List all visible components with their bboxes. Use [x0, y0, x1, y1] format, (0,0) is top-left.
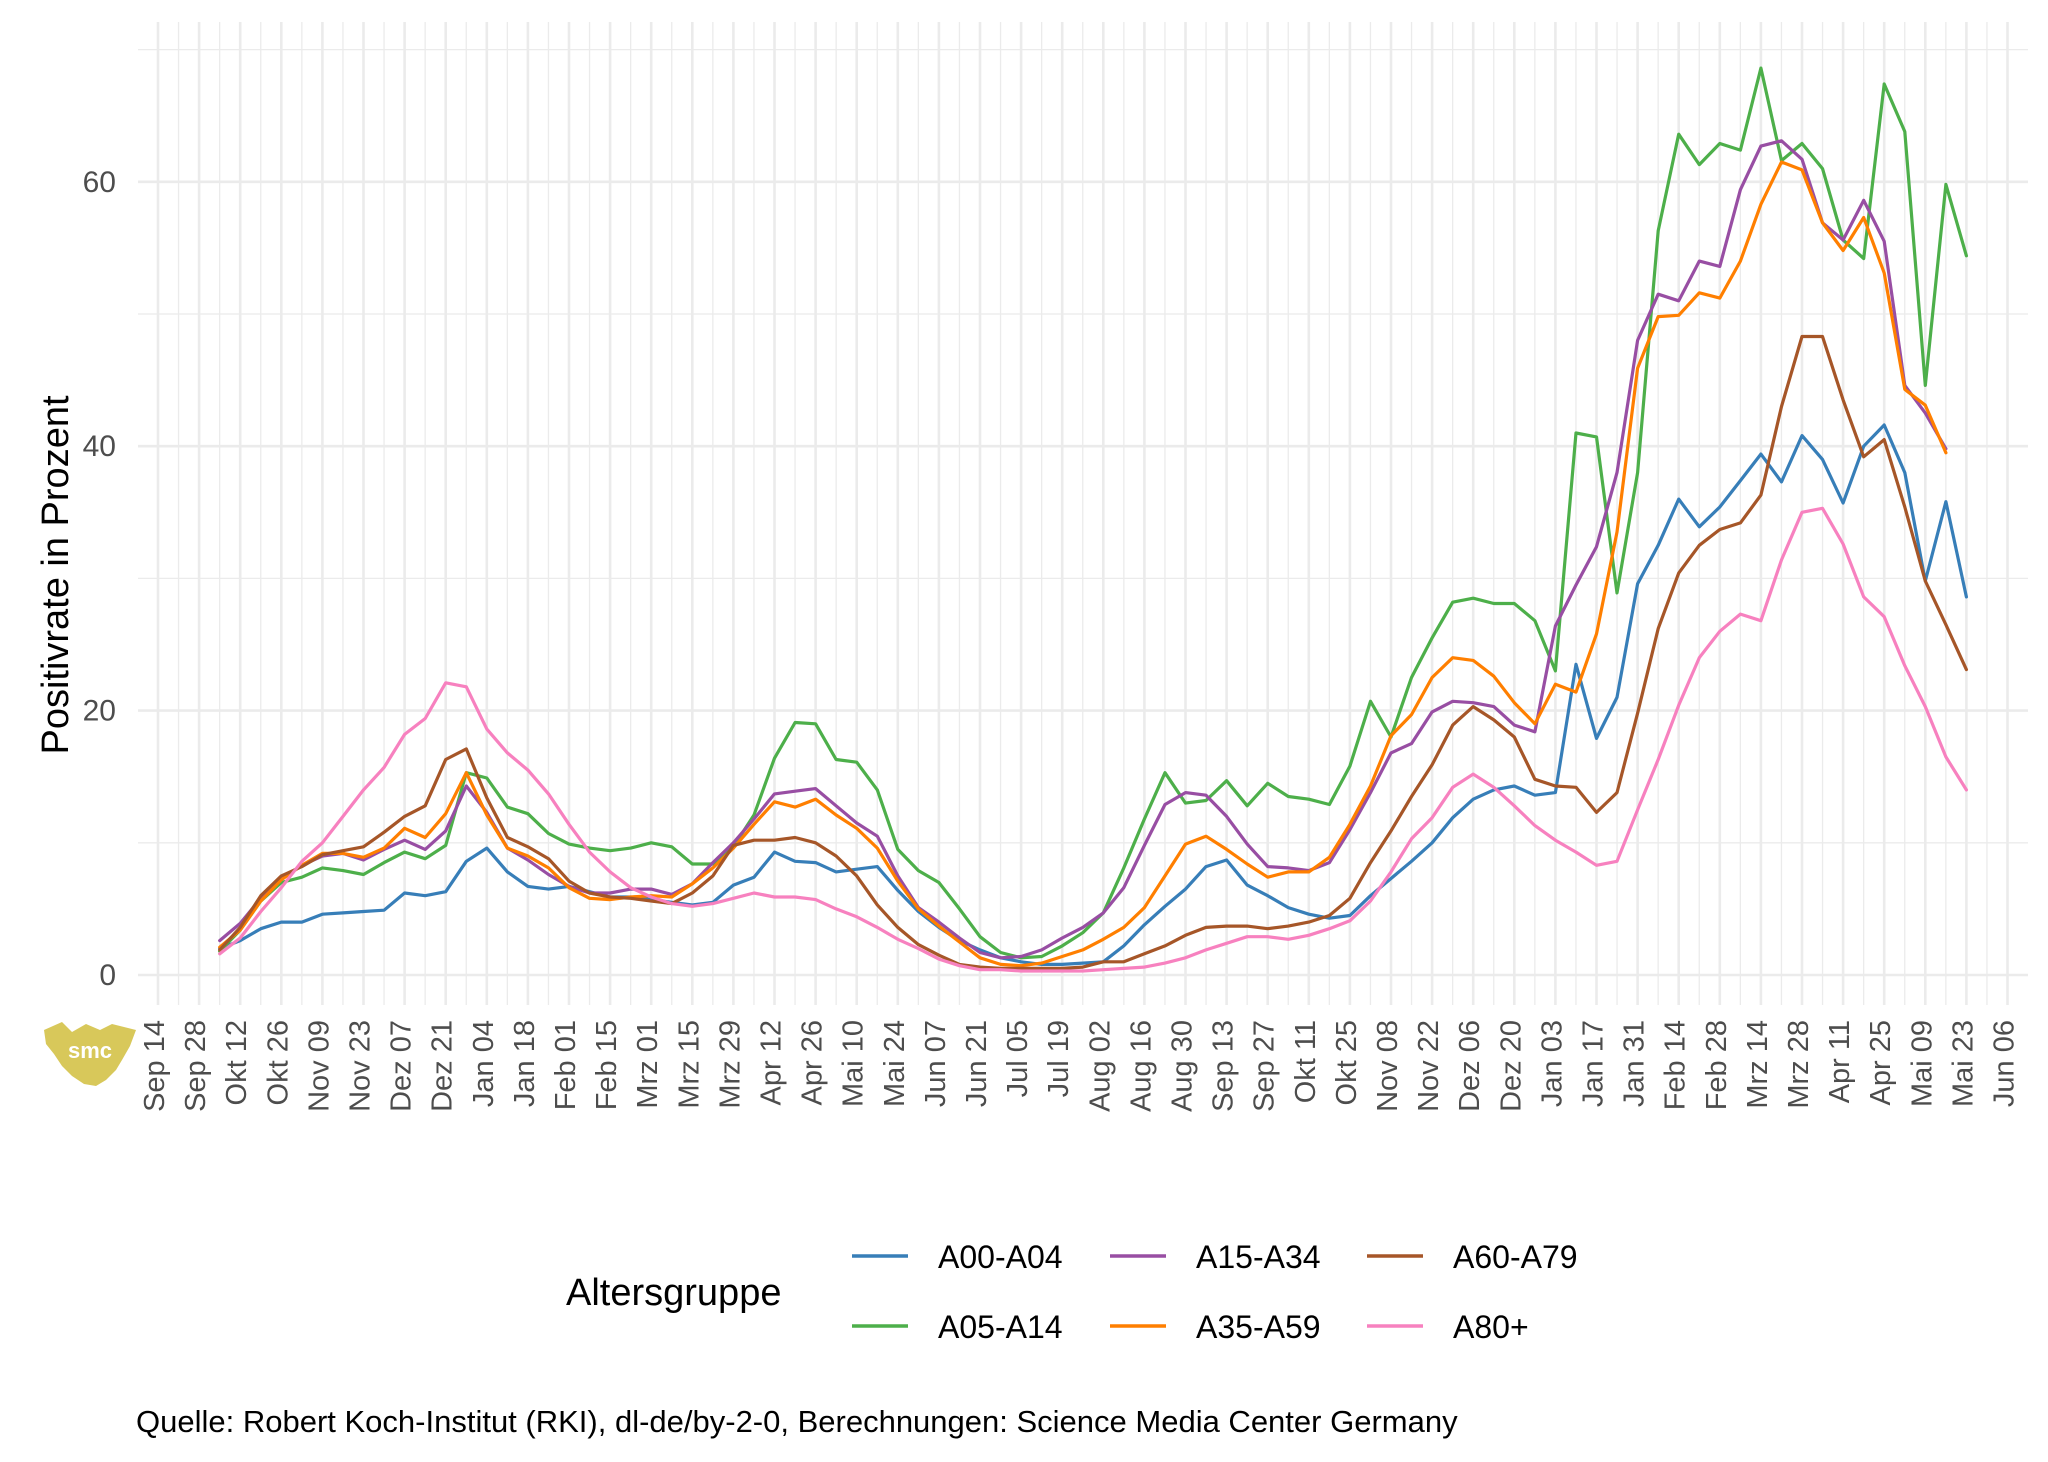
x-tick-label: Jan 31 — [1619, 1020, 1651, 1107]
x-tick-label: Mrz 29 — [714, 1020, 746, 1109]
x-tick-label: Aug 16 — [1125, 1020, 1157, 1112]
x-tick-label: Sep 13 — [1208, 1020, 1240, 1112]
x-tick-label: Jul 19 — [1043, 1020, 1075, 1097]
x-tick-label: Apr 25 — [1865, 1020, 1897, 1105]
x-tick-label: Dez 20 — [1495, 1020, 1527, 1112]
x-tick-label: Feb 28 — [1701, 1020, 1733, 1110]
x-tick-label: Okt 26 — [262, 1020, 294, 1105]
x-tick-label: Mai 24 — [879, 1020, 911, 1107]
x-tick-label: Feb 01 — [550, 1020, 582, 1110]
series-line-a80+ — [218, 506, 1969, 973]
legend-label: A15-A34 — [1196, 1239, 1321, 1275]
legend-label: A35-A59 — [1196, 1309, 1321, 1345]
x-tick-label: Dez 07 — [386, 1020, 418, 1112]
x-tick-label: Mrz 15 — [673, 1020, 705, 1109]
x-tick-label: Jul 05 — [1002, 1020, 1034, 1097]
x-tick-label: Mrz 01 — [632, 1020, 664, 1109]
series-line-a00-a04 — [218, 423, 1969, 967]
x-tick-label: Mai 10 — [838, 1020, 870, 1107]
x-tick-label: Jan 04 — [468, 1020, 500, 1107]
x-tick-label: Feb 14 — [1660, 1020, 1692, 1110]
x-tick-label: Jan 18 — [509, 1020, 541, 1107]
legend-label: A60-A79 — [1453, 1239, 1578, 1275]
legend-label: A05-A14 — [938, 1309, 1063, 1345]
y-tick-label: 60 — [83, 166, 116, 199]
series-lines — [218, 66, 1969, 973]
logo-text: smc — [68, 1038, 112, 1063]
legend-items: A00-A04 A05-A14 A15-A34 A35-A59 A60-A79 A80+ — [852, 1239, 1578, 1345]
x-tick-label: Jan 17 — [1578, 1020, 1610, 1107]
x-tick-label: Nov 09 — [303, 1020, 335, 1112]
caption: Quelle: Robert Koch-Institut (RKI), dl-d… — [136, 1404, 1458, 1439]
x-tick-labels: Sep 14 Sep 28 Okt 12 Okt 26 Nov 09 Nov 23 Dez … — [139, 1020, 2021, 1112]
x-tick-label: Okt 25 — [1331, 1020, 1363, 1105]
legend-label: A80+ — [1453, 1309, 1529, 1345]
x-tick-label: Mrz 14 — [1742, 1020, 1774, 1109]
smc-logo: smc — [44, 1022, 136, 1086]
x-tick-label: Jun 21 — [961, 1020, 993, 1107]
x-tick-label: Jan 03 — [1536, 1020, 1568, 1107]
x-tick-label: Sep 14 — [139, 1020, 171, 1112]
series-line-a60-a79 — [218, 334, 1969, 971]
legend-title: Altersgruppe — [566, 1272, 781, 1314]
x-tick-label: Apr 11 — [1824, 1020, 1856, 1103]
legend: Altersgruppe A00-A04 A05-A14 A15-A34 A35-A5… — [566, 1239, 1578, 1345]
x-tick-label: Mai 09 — [1906, 1020, 1938, 1107]
x-tick-label: Feb 15 — [591, 1020, 623, 1110]
x-tick-label: Dez 06 — [1454, 1020, 1486, 1112]
x-tick-label: Okt 11 — [1290, 1020, 1322, 1103]
x-tick-label: Mai 23 — [1947, 1020, 1979, 1107]
y-tick-label: 0 — [99, 959, 116, 992]
y-axis-title: Positivrate in Prozent — [35, 395, 77, 754]
x-tick-label: Apr 12 — [756, 1020, 788, 1105]
x-tick-label: Nov 22 — [1413, 1020, 1445, 1112]
x-tick-label: Jun 07 — [920, 1020, 952, 1107]
series-line-a35-a59 — [218, 160, 1948, 968]
y-tick-label: 40 — [83, 430, 116, 463]
x-tick-label: Sep 28 — [180, 1020, 212, 1112]
legend-label: A00-A04 — [938, 1239, 1063, 1275]
x-tick-label: Aug 02 — [1084, 1020, 1116, 1112]
x-tick-label: Dez 21 — [427, 1020, 459, 1112]
x-tick-label: Jun 06 — [1989, 1020, 2021, 1107]
x-tick-label: Mrz 28 — [1783, 1020, 1815, 1109]
x-tick-label: Nov 23 — [345, 1020, 377, 1112]
series-line-a05-a14 — [218, 66, 1969, 960]
y-tick-label: 20 — [83, 695, 116, 728]
x-tick-label: Nov 08 — [1372, 1020, 1404, 1112]
x-tick-label: Okt 12 — [221, 1020, 253, 1105]
x-tick-label: Sep 27 — [1249, 1020, 1281, 1112]
x-tick-label: Aug 30 — [1167, 1020, 1199, 1112]
y-tick-labels: 0 20 40 60 — [83, 166, 116, 992]
x-tick-label: Apr 26 — [797, 1020, 829, 1105]
